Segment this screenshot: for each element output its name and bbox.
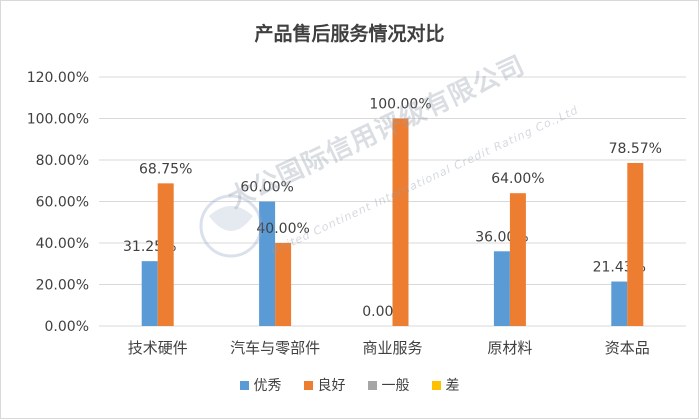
legend-label: 优秀: [253, 378, 282, 394]
legend-item: 差: [431, 375, 460, 395]
legend-label: 差: [445, 378, 460, 394]
chart-title: 产品售后服务情况对比: [254, 23, 445, 45]
bar: [275, 243, 292, 326]
bar: [611, 281, 628, 326]
data-label: 68.75%: [139, 161, 192, 177]
data-label: 78.57%: [609, 141, 662, 157]
bar: [627, 162, 644, 326]
data-label: 64.00%: [491, 171, 544, 187]
bar: [141, 261, 158, 326]
legend-swatch: [239, 380, 249, 390]
chart-legend: 优秀 良好 一般 差: [1, 375, 698, 395]
bar: [509, 193, 526, 326]
legend-item: 优秀: [239, 375, 282, 395]
legend-label: 一般: [381, 378, 410, 394]
x-tick-label: 商业服务: [362, 339, 422, 357]
y-tick-label: 60.00%: [36, 195, 89, 211]
x-tick-label: 汽车与零部件: [230, 339, 320, 357]
data-label: 60.00%: [240, 180, 293, 196]
x-tick-label: 资本品: [605, 339, 650, 357]
x-tick-label: 技术硬件: [128, 339, 188, 357]
y-tick-label: 120.00%: [27, 70, 89, 86]
data-label: 100.00%: [369, 97, 431, 113]
y-tick-label: 0.00%: [45, 319, 89, 335]
y-tick-label: 80.00%: [36, 153, 89, 169]
legend-item: 良好: [303, 375, 346, 395]
data-label: 40.00%: [256, 221, 309, 237]
bar: [259, 201, 276, 326]
x-tick-label: 原材料: [487, 339, 532, 357]
legend-item: 一般: [367, 375, 410, 395]
legend-swatch: [303, 380, 313, 390]
legend-swatch: [367, 380, 377, 390]
y-tick-label: 100.00%: [27, 112, 89, 128]
bar: [493, 251, 510, 326]
legend-swatch: [431, 380, 441, 390]
y-tick-label: 40.00%: [36, 236, 89, 252]
y-tick-label: 20.00%: [36, 278, 89, 294]
legend-label: 良好: [317, 378, 346, 394]
bar: [392, 118, 409, 326]
bar: [157, 183, 174, 326]
